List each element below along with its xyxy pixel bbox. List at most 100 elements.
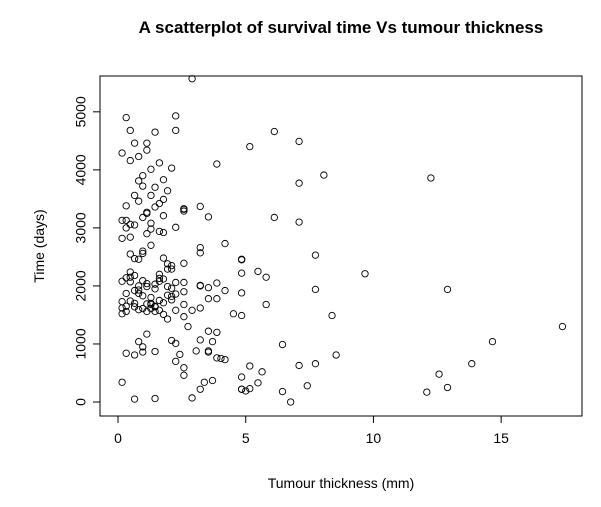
data-point	[147, 219, 155, 227]
data-point	[151, 394, 159, 403]
data-point	[143, 282, 151, 291]
data-point	[180, 300, 188, 309]
data-point	[122, 289, 130, 298]
data-point	[295, 361, 303, 370]
data-point	[122, 302, 130, 310]
y-tick-label: 2000	[73, 270, 89, 301]
data-point	[155, 270, 164, 278]
data-point	[427, 174, 435, 182]
data-point	[242, 387, 250, 395]
data-point	[147, 225, 155, 233]
data-point	[126, 220, 134, 229]
x-tick-label: 0	[114, 430, 122, 446]
data-point	[237, 373, 246, 381]
data-point	[204, 213, 213, 221]
data-point	[270, 127, 278, 136]
data-point	[311, 251, 320, 259]
data-point	[361, 270, 369, 278]
data-point	[118, 297, 126, 306]
data-point	[163, 282, 172, 291]
data-point	[180, 278, 188, 287]
data-point	[176, 350, 184, 359]
data-point	[159, 195, 168, 204]
data-point	[213, 354, 221, 362]
data-point	[180, 364, 188, 372]
data-point	[221, 239, 229, 248]
data-point	[172, 126, 180, 135]
data-point	[135, 337, 143, 346]
data-point	[287, 398, 295, 406]
data-point	[558, 322, 567, 331]
y-tick-label: 4000	[73, 154, 89, 185]
data-point	[167, 292, 176, 301]
plot-frame	[99, 75, 583, 417]
data-point	[204, 348, 213, 356]
data-point	[143, 209, 151, 218]
data-point	[118, 234, 126, 242]
data-point	[172, 112, 180, 120]
y-axis: 0 1000 2000 3000 4000 5000	[73, 96, 101, 406]
data-point	[167, 336, 176, 345]
data-point	[196, 336, 204, 344]
chart-title: A scatterplot of survival time Vs tumour…	[139, 18, 544, 37]
data-point	[488, 337, 497, 346]
data-point	[151, 280, 159, 288]
data-point	[163, 291, 172, 299]
data-point	[130, 351, 139, 359]
data-point	[246, 385, 254, 393]
data-point	[122, 349, 130, 357]
data-point	[147, 293, 155, 302]
data-point	[159, 299, 168, 307]
data-point	[295, 137, 303, 146]
data-point	[118, 378, 126, 386]
data-point	[155, 199, 164, 208]
data-point	[172, 357, 180, 366]
data-point	[139, 343, 147, 351]
data-point	[147, 191, 155, 200]
data-point	[118, 216, 126, 224]
data-point	[311, 360, 320, 368]
data-point	[320, 171, 328, 179]
data-point	[122, 224, 130, 232]
data-point	[221, 355, 229, 364]
data-point	[303, 382, 311, 390]
data-point	[163, 265, 172, 273]
data-point	[139, 249, 147, 258]
data-point	[151, 203, 159, 211]
data-point	[237, 311, 246, 320]
data-point	[196, 243, 204, 252]
data-point	[237, 385, 246, 393]
data-point	[184, 322, 192, 331]
data-point	[126, 250, 134, 258]
x-tick-label: 5	[242, 430, 250, 446]
data-point	[167, 296, 176, 304]
data-point	[229, 310, 238, 318]
data-point	[204, 327, 213, 335]
data-point	[139, 182, 147, 190]
data-point	[143, 230, 151, 238]
data-point	[217, 354, 225, 363]
data-point	[180, 371, 188, 379]
data-point	[151, 128, 159, 136]
y-tick-label: 5000	[73, 96, 89, 127]
data-point	[130, 191, 139, 200]
data-point	[172, 223, 180, 231]
data-point	[204, 295, 213, 303]
data-point	[192, 347, 200, 355]
data-point	[258, 368, 266, 376]
data-point	[155, 159, 164, 167]
data-point	[155, 296, 164, 305]
data-point	[126, 278, 134, 286]
data-point	[122, 202, 130, 210]
data-point	[130, 395, 139, 403]
data-point	[213, 295, 221, 303]
data-point	[188, 394, 196, 402]
data-point	[143, 307, 151, 316]
data-point	[254, 379, 262, 387]
data-point	[311, 285, 320, 294]
data-point	[163, 260, 172, 268]
data-point	[126, 273, 134, 281]
data-point	[151, 307, 159, 316]
data-point	[262, 273, 270, 281]
